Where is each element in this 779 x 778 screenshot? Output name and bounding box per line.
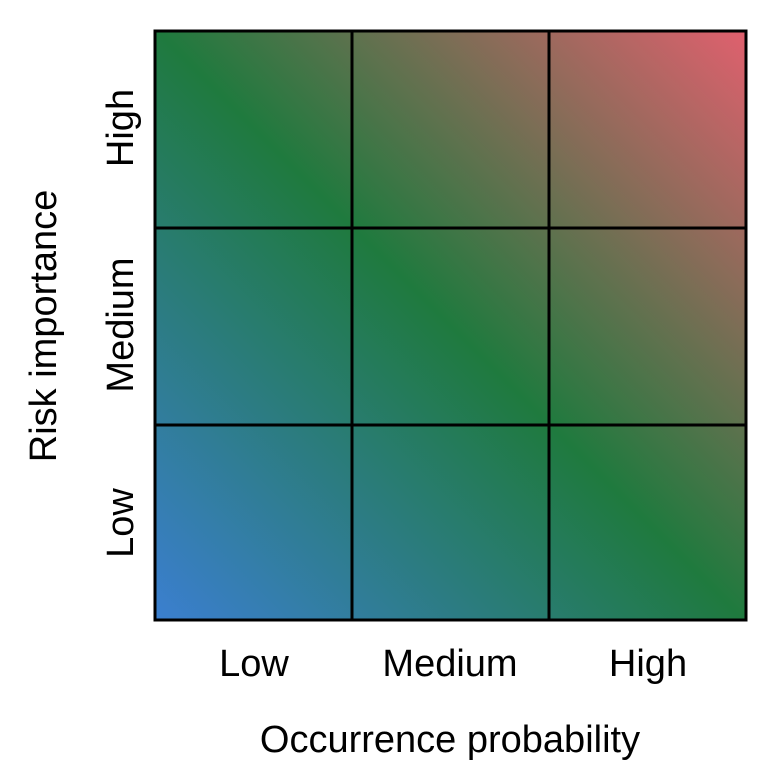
x-tick-low: Low bbox=[219, 643, 289, 685]
matrix-grid bbox=[153, 29, 748, 622]
matrix-border bbox=[153, 29, 748, 622]
y-tick-medium: Medium bbox=[100, 257, 142, 392]
y-axis-title: Risk importance bbox=[23, 190, 65, 462]
x-axis-title: Occurrence probability bbox=[260, 719, 640, 761]
y-tick-high: High bbox=[100, 89, 142, 167]
x-tick-high: High bbox=[609, 643, 687, 685]
y-tick-low: Low bbox=[100, 488, 142, 558]
x-tick-medium: Medium bbox=[382, 643, 517, 685]
matrix-gradient-area bbox=[155, 31, 746, 620]
